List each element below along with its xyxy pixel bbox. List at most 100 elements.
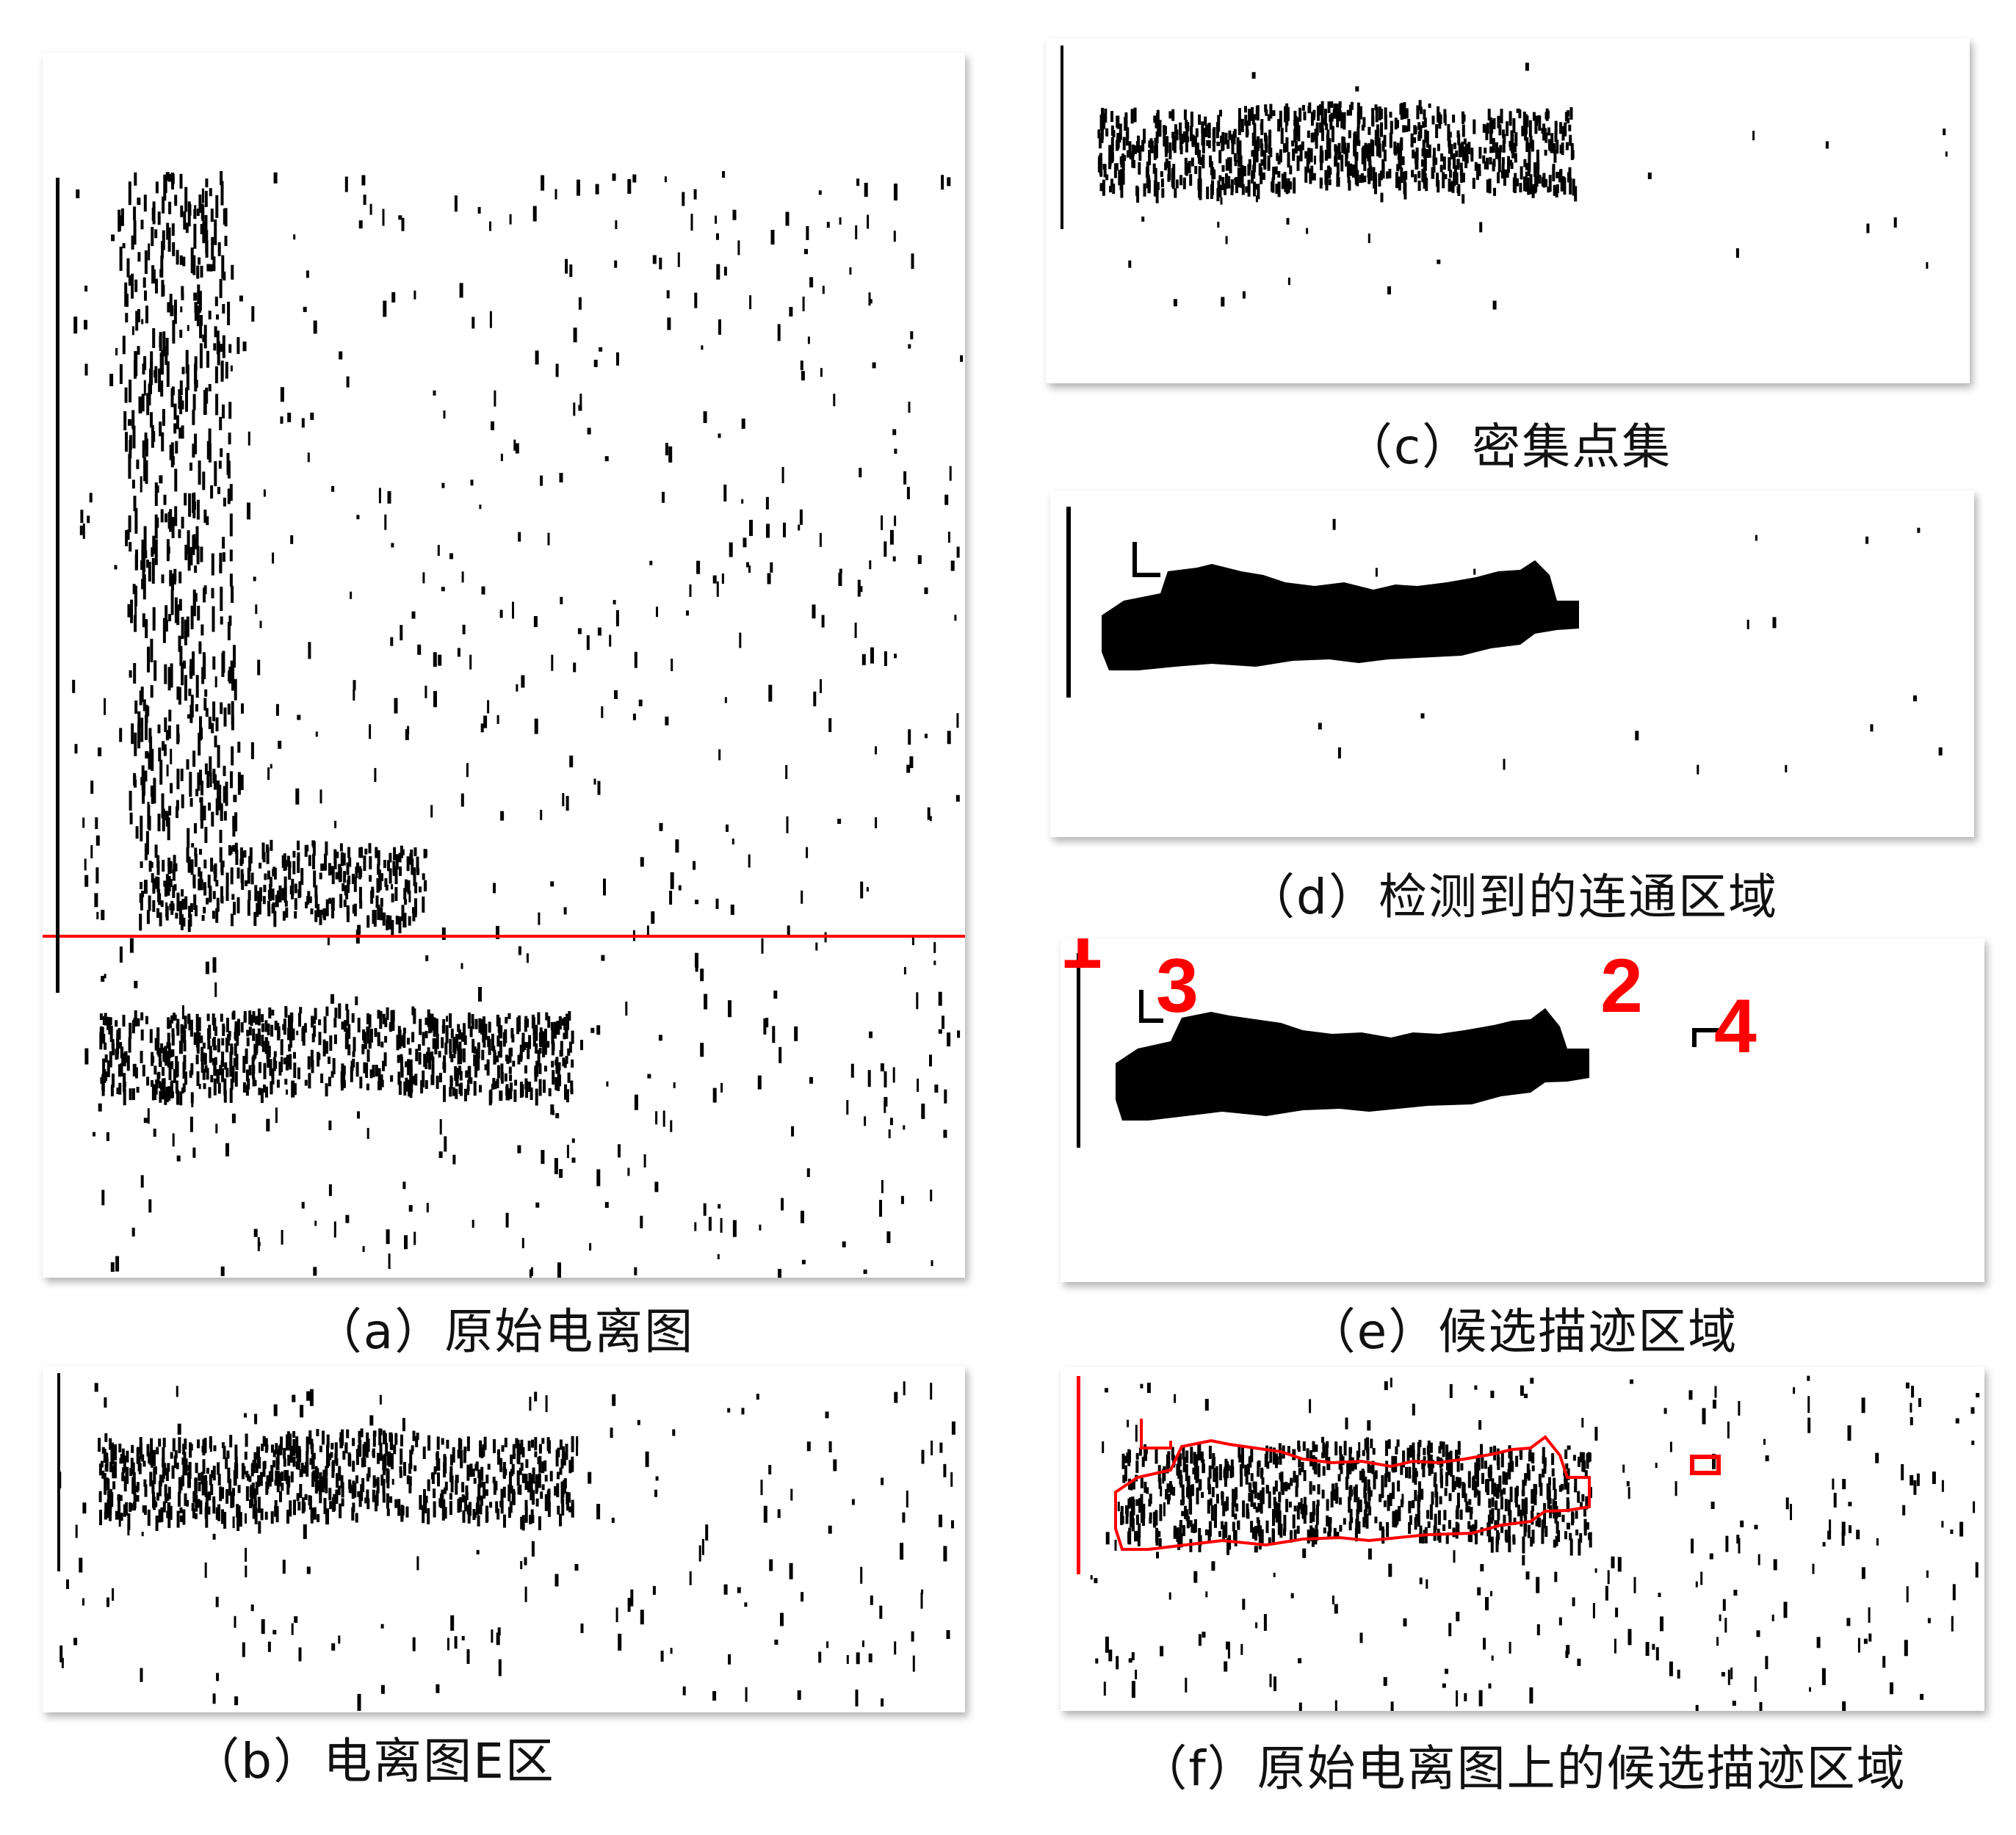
speckle xyxy=(378,488,381,504)
trace-dot xyxy=(202,1459,206,1474)
speckle xyxy=(446,1016,449,1022)
speckle xyxy=(1420,713,1425,719)
trace-dot xyxy=(1193,1464,1197,1480)
trace-dot xyxy=(195,380,198,388)
speckle xyxy=(864,1116,867,1126)
trace-dot xyxy=(141,1454,145,1462)
trace-dot xyxy=(1284,106,1287,123)
trace-dot xyxy=(218,460,222,469)
trace-dot xyxy=(101,1083,105,1092)
trace-dot xyxy=(338,1003,342,1019)
trace-dot xyxy=(1175,129,1179,141)
trace-dot xyxy=(304,844,308,857)
trace-dot xyxy=(1511,133,1514,142)
trace-dot xyxy=(230,1079,234,1090)
trace-dot xyxy=(290,1471,294,1483)
speckle xyxy=(499,1090,503,1101)
speckle xyxy=(785,211,790,226)
trace-dot xyxy=(1267,114,1271,121)
speckle xyxy=(693,861,696,870)
trace-dot xyxy=(1521,126,1525,137)
trace-dot xyxy=(234,1444,238,1461)
trace-dot xyxy=(1538,175,1542,184)
trace-dot xyxy=(223,1090,227,1103)
speckle xyxy=(1719,1614,1721,1621)
trace-dot xyxy=(274,1060,278,1069)
trace-dot xyxy=(220,863,224,873)
trace-dot xyxy=(473,1054,477,1066)
speckle xyxy=(1697,764,1699,775)
trace-dot xyxy=(1356,1450,1359,1464)
trace-dot xyxy=(542,1043,546,1057)
trace-dot xyxy=(140,717,144,742)
speckle xyxy=(696,560,701,574)
trace-dot xyxy=(248,1027,252,1036)
speckle xyxy=(634,1094,638,1110)
speckle xyxy=(577,628,582,634)
trace-dot xyxy=(142,1505,145,1513)
speckle xyxy=(101,976,105,982)
trace-dot xyxy=(1492,117,1496,129)
trace-dot xyxy=(284,1007,288,1018)
speckle xyxy=(925,734,928,739)
trace-dot xyxy=(1193,1452,1196,1466)
trace-dot xyxy=(257,1008,261,1026)
trace-dot xyxy=(1189,1499,1193,1515)
trace-dot xyxy=(263,1063,267,1079)
trace-dot xyxy=(1458,1477,1462,1488)
trace-dot xyxy=(1374,178,1377,195)
trace-dot xyxy=(174,1071,178,1078)
speckle xyxy=(541,175,545,191)
trace-dot xyxy=(1509,1510,1512,1526)
trace-dot xyxy=(112,1074,115,1087)
trace-dot xyxy=(194,593,198,602)
speckle xyxy=(849,267,852,275)
speckle xyxy=(766,524,770,538)
speckle xyxy=(562,793,565,806)
trace-dot xyxy=(416,1433,419,1441)
trace-dot xyxy=(362,1029,365,1040)
trace-dot xyxy=(1456,159,1460,168)
trace-dot xyxy=(1519,183,1522,192)
trace-dot xyxy=(143,356,147,371)
trace-dot xyxy=(1395,172,1398,189)
speckle xyxy=(1242,291,1246,299)
speckle xyxy=(538,912,541,925)
speckle xyxy=(801,1259,806,1264)
trace-dot xyxy=(171,1465,175,1479)
speckle xyxy=(924,587,928,594)
trace-dot xyxy=(174,506,178,526)
speckle xyxy=(1735,248,1739,258)
speckle xyxy=(801,1210,804,1223)
trace-dot xyxy=(1556,184,1559,193)
trace-dot xyxy=(1138,145,1142,161)
trace-dot xyxy=(319,1486,322,1504)
trace-dot xyxy=(144,550,148,559)
trace-dot xyxy=(1294,132,1298,140)
trace-dot xyxy=(348,1483,352,1494)
trace-dot xyxy=(1368,1506,1372,1516)
trace-dot xyxy=(1448,131,1452,138)
trace-dot xyxy=(156,1447,159,1455)
speckle xyxy=(1456,1690,1459,1707)
trace-dot xyxy=(471,1014,474,1024)
trace-dot xyxy=(233,1057,236,1067)
trace-dot xyxy=(400,1057,403,1072)
trace-dot xyxy=(202,221,206,244)
trace-dot xyxy=(1245,120,1249,138)
trace-dot xyxy=(152,201,156,225)
speckle xyxy=(439,1119,442,1135)
trace-dot xyxy=(1206,140,1210,146)
trace-dot xyxy=(317,904,319,917)
trace-dot xyxy=(1475,1489,1479,1496)
trace-dot xyxy=(134,279,138,292)
trace-dot xyxy=(1544,132,1548,143)
trace-dot xyxy=(1149,1516,1152,1524)
trace-dot xyxy=(394,867,398,885)
trace-dot xyxy=(225,361,228,379)
trace-dot xyxy=(1293,177,1296,194)
trace-dot xyxy=(274,1021,278,1030)
trace-dot xyxy=(1287,1446,1290,1454)
speckle xyxy=(460,963,463,969)
trace-dot xyxy=(186,1499,189,1507)
